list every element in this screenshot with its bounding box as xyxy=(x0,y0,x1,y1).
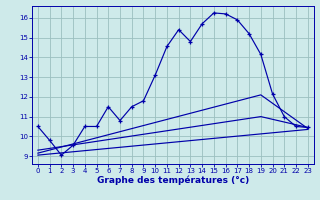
X-axis label: Graphe des températures (°c): Graphe des températures (°c) xyxy=(97,176,249,185)
